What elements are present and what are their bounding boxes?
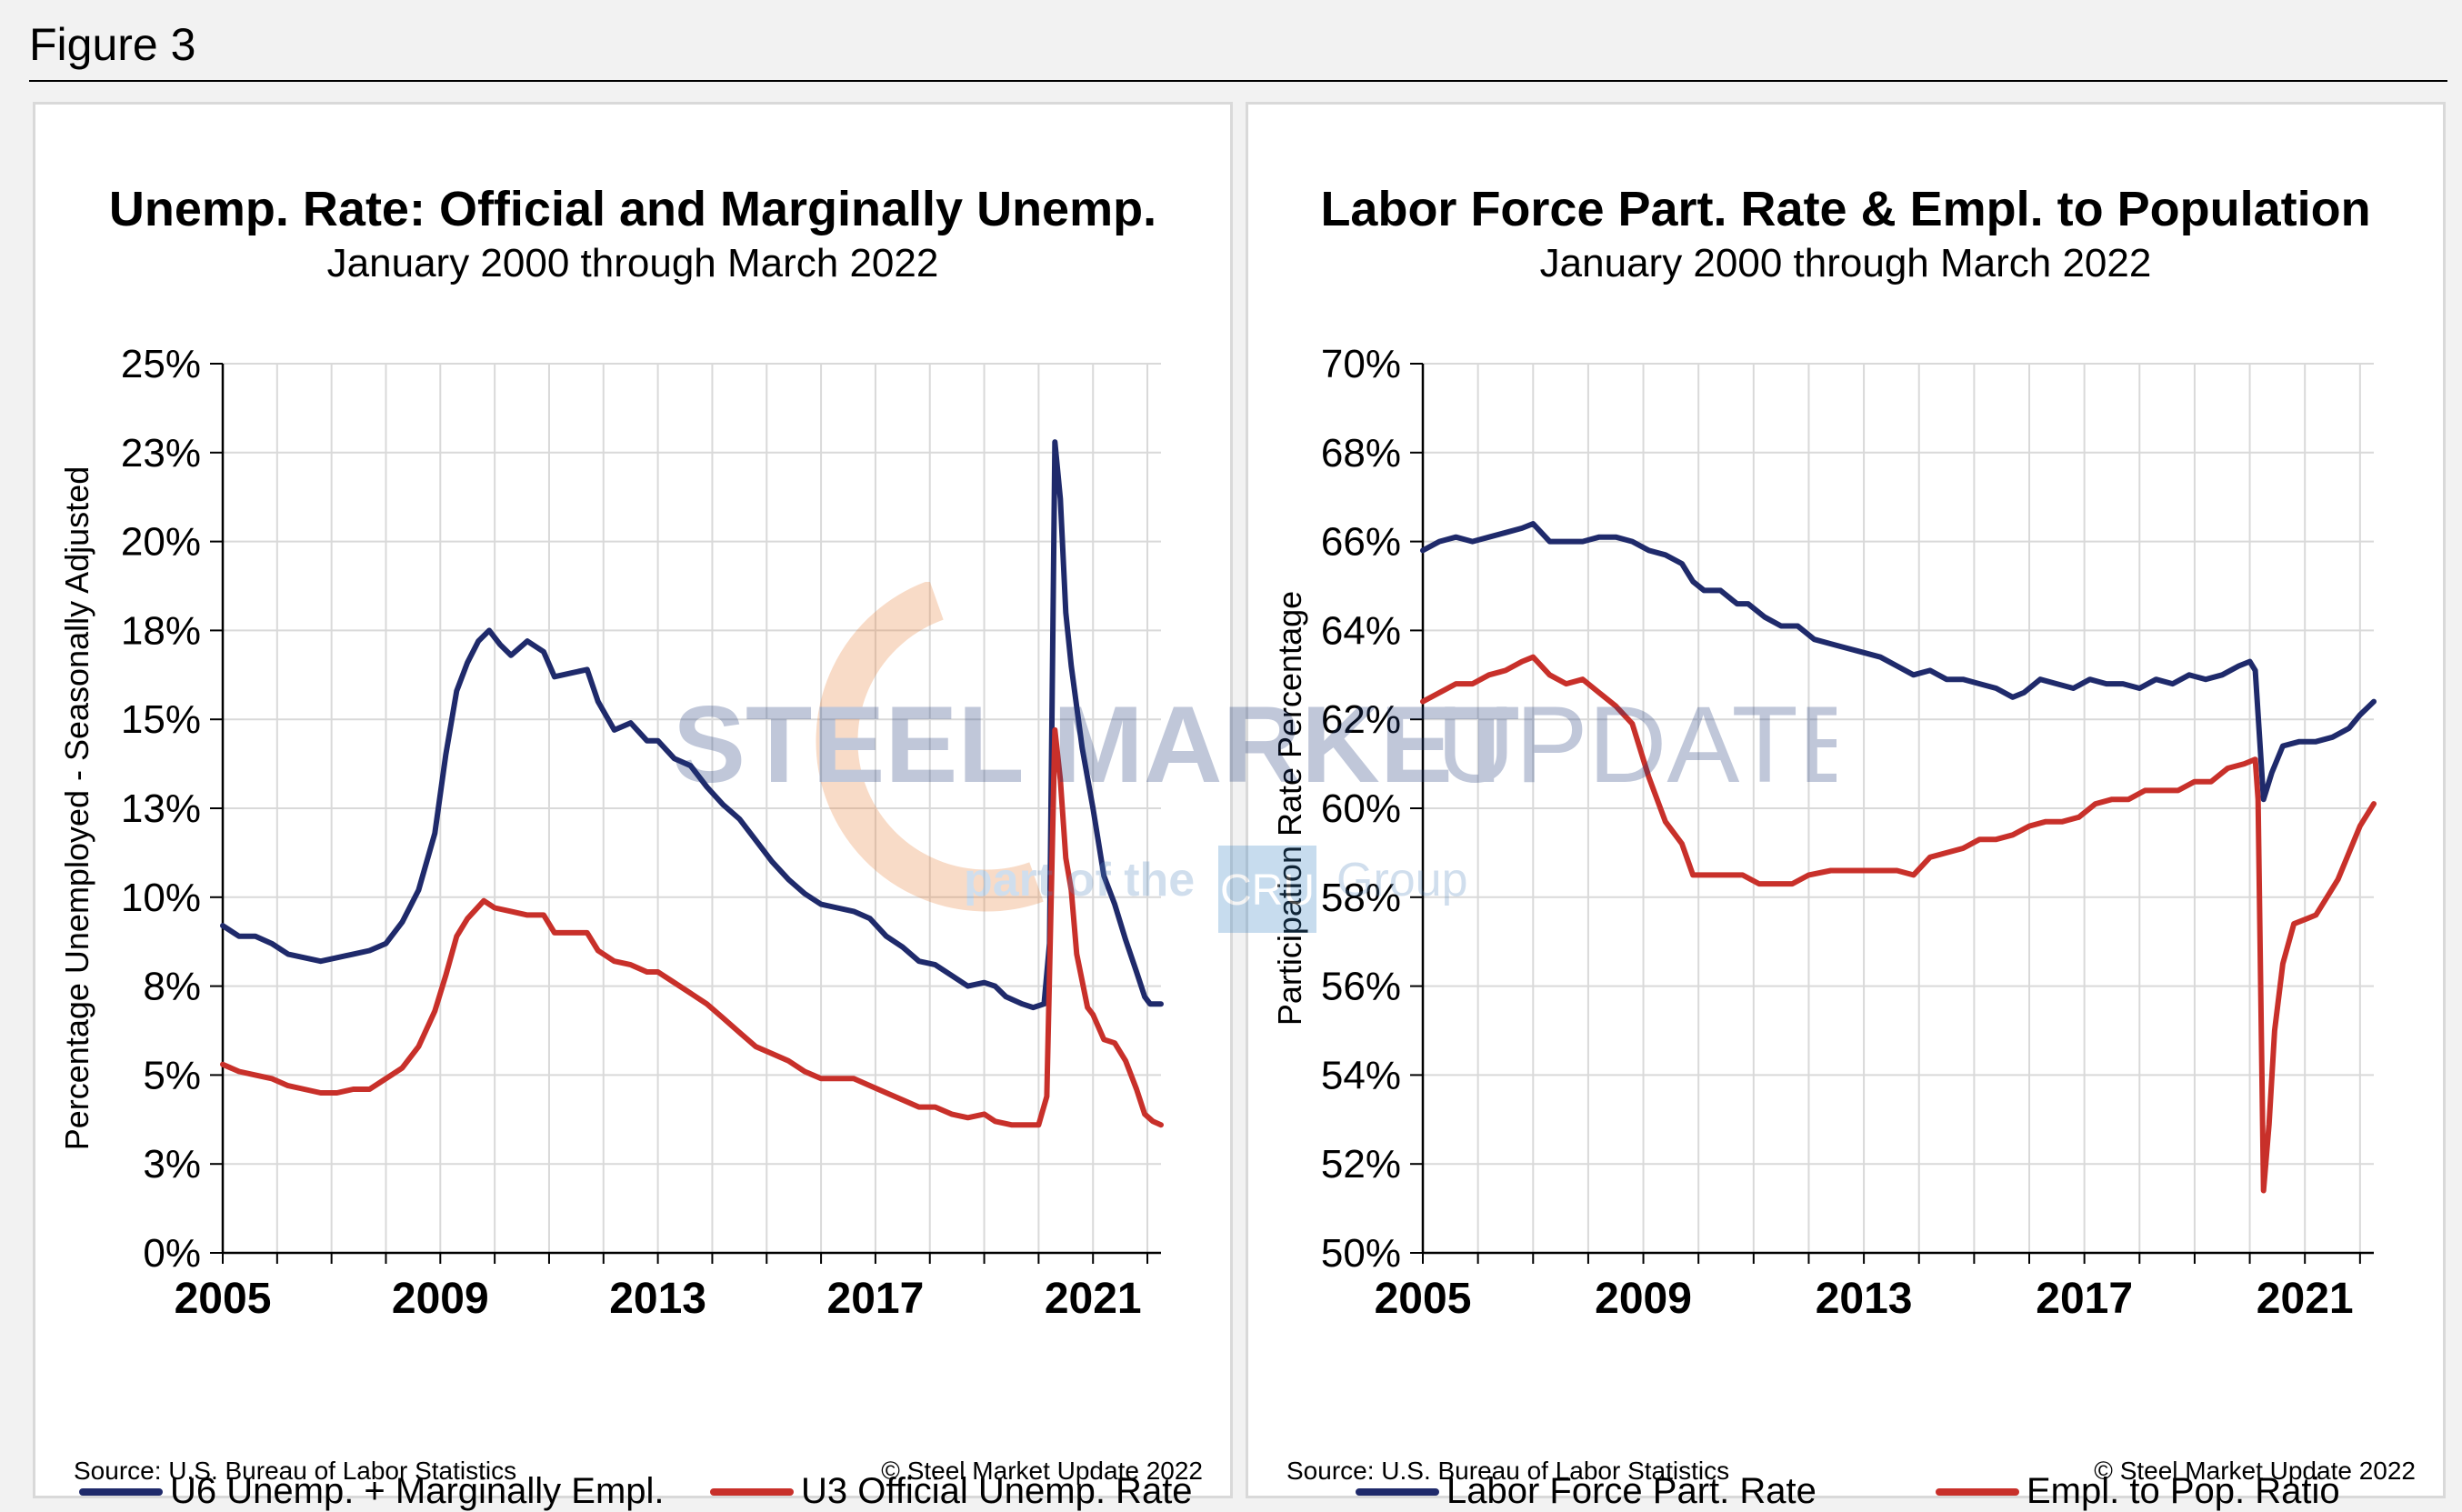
x-tick-label: 2009	[392, 1275, 489, 1323]
y-tick-label: 52%	[1321, 1142, 1401, 1187]
series-line-blue	[220, 439, 1164, 1011]
y-tick-label: 58%	[1321, 876, 1401, 920]
y-tick-label: 54%	[1321, 1053, 1401, 1097]
chart-plot-unemployment: 0% 3% 5% 8% 10% 13% 15% 18% 20% 23% 25% 2005 2009 201…	[58, 342, 1164, 1323]
y-tick-label: 50%	[1321, 1231, 1401, 1276]
legend-label-lfpr: Labor Force Part. Rate	[1446, 1471, 1816, 1511]
legend-label-u3: U3 Official Unemp. Rate	[801, 1471, 1193, 1511]
chart-subtitle: January 2000 through March 2022	[326, 241, 939, 285]
legend-item-u3: U3 Official Unemp. Rate	[710, 1471, 1193, 1512]
source-note: Source: U.S. Bureau of Labor Statistics	[74, 1457, 517, 1485]
y-tick-label: 66%	[1321, 520, 1401, 565]
x-tick-label: 2013	[609, 1275, 706, 1323]
legend-item-lfpr: Labor Force Part. Rate	[1356, 1471, 1816, 1512]
chart-plot-labor-force: 50% 52% 54% 56% 58% 60% 62% 64% 66% 68% 70% 2005 200…	[1271, 342, 2377, 1323]
legend-swatch-u3	[710, 1487, 794, 1496]
figure-label: Figure 3	[29, 19, 196, 70]
series-line-red	[220, 726, 1164, 1128]
legend-label-u6: U6 Unemp. + Marginally Empl.	[170, 1471, 665, 1511]
y-tick-label: 23%	[121, 431, 201, 476]
x-tick-label: 2021	[2257, 1275, 2354, 1323]
x-tick-label: 2013	[1816, 1275, 1913, 1323]
x-tick-label: 2005	[175, 1275, 272, 1323]
figure-title-rule	[29, 80, 2447, 82]
legend-item-u6: U6 Unemp. + Marginally Empl.	[79, 1471, 665, 1512]
x-tick-label: 2009	[1595, 1275, 1692, 1323]
legend-swatch-epop	[1936, 1487, 2019, 1496]
legend-swatch-u6	[79, 1487, 163, 1496]
legend-item-epop: Empl. to Pop. Ratio	[1936, 1471, 2340, 1512]
y-tick-label: 13%	[121, 786, 201, 831]
y-tick-label: 25%	[121, 342, 201, 386]
y-tick-label: 20%	[121, 520, 201, 565]
y-axis-title: Participation Rate Percentage	[1271, 591, 1308, 1026]
x-tick-label: 2017	[827, 1275, 925, 1323]
chart-title: Unemp. Rate: Official and Marginally Une…	[108, 182, 1157, 236]
legend-swatch-lfpr	[1356, 1487, 1439, 1496]
source-note: Source: U.S. Bureau of Labor Statistics	[1286, 1457, 1730, 1485]
y-tick-label: 18%	[121, 608, 201, 653]
chart-panel-unemployment: Unemp. Rate: Official and Marginally Une…	[33, 102, 1233, 1511]
legend-label-epop: Empl. to Pop. Ratio	[2027, 1471, 2340, 1511]
series-line-blue	[1420, 521, 2377, 803]
y-tick-label: 5%	[143, 1053, 201, 1097]
chart-title: Labor Force Part. Rate & Empl. to Popula…	[1320, 182, 2371, 236]
y-tick-label: 0%	[143, 1231, 201, 1276]
x-tick-label: 2005	[1375, 1275, 1472, 1323]
y-tick-label: 64%	[1321, 608, 1401, 653]
chart-subtitle: January 2000 through March 2022	[1539, 241, 2152, 285]
copyright-note: © Steel Market Update 2022	[881, 1457, 1203, 1485]
x-tick-label: 2017	[2036, 1275, 2133, 1323]
copyright-note: © Steel Market Update 2022	[2094, 1457, 2416, 1485]
x-tick-label: 2021	[1045, 1275, 1142, 1323]
y-tick-label: 56%	[1321, 965, 1401, 1009]
y-tick-label: 8%	[143, 965, 201, 1009]
chart-panel-labor-force: Labor Force Part. Rate & Empl. to Popula…	[1246, 102, 2446, 1511]
y-tick-label: 68%	[1321, 431, 1401, 476]
y-tick-label: 60%	[1321, 786, 1401, 831]
y-tick-label: 70%	[1321, 342, 1401, 386]
series-line-red	[1420, 654, 2377, 1194]
y-axis-title: Percentage Unemployed - Seasonally Adjus…	[58, 466, 95, 1150]
y-tick-label: 10%	[121, 876, 201, 920]
y-tick-label: 15%	[121, 697, 201, 742]
y-tick-label: 3%	[143, 1142, 201, 1187]
y-tick-label: 62%	[1321, 697, 1401, 742]
